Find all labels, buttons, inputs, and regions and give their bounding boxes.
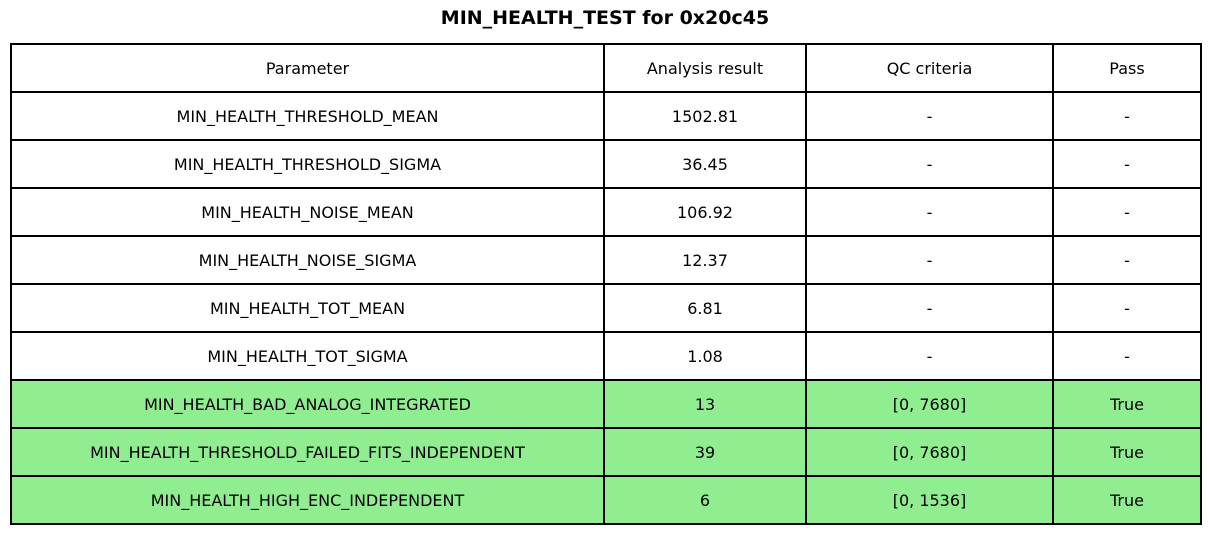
result-cell: 36.45	[603, 139, 807, 189]
table-row: MIN_HEALTH_NOISE_MEAN 106.92- -	[10, 187, 1202, 237]
table-row: MIN_HEALTH_THRESHOLD_FAILED_FITS_INDEPEN…	[10, 427, 1202, 477]
parameter-cell: MIN_HEALTH_THRESHOLD_FAILED_FITS_INDEPEN…	[10, 427, 605, 477]
table-row: MIN_HEALTH_THRESHOLD_MEAN 1502.81- -	[10, 91, 1202, 141]
column-header-analysis-result: Analysis result	[603, 43, 807, 93]
result-cell: 12.37	[603, 235, 807, 285]
table-row: MIN_HEALTH_TOT_SIGMA 1.08- -	[10, 331, 1202, 381]
parameter-cell: MIN_HEALTH_HIGH_ENC_INDEPENDENT	[10, 475, 605, 525]
qc-criteria-cell: [0, 1536]	[805, 475, 1054, 525]
pass-cell: True	[1052, 379, 1202, 429]
table-row: MIN_HEALTH_BAD_ANALOG_INTEGRATED 13 [0, 76…	[10, 379, 1202, 429]
result-cell: 106.92	[603, 187, 807, 237]
pass-cell: -	[1052, 283, 1202, 333]
pass-cell: True	[1052, 475, 1202, 525]
page-title: MIN_HEALTH_TEST for 0x20c45	[440, 7, 770, 29]
pass-cell: True	[1052, 427, 1202, 477]
qc-criteria-cell: -	[805, 331, 1054, 381]
result-cell: 13	[603, 379, 807, 429]
qc-criteria-cell: -	[805, 139, 1054, 189]
qc-criteria-cell: -	[805, 91, 1054, 141]
qc-criteria-cell: [0, 7680]	[805, 427, 1054, 477]
qc-results-table: Parameter Analysis result QC criteria Pa…	[10, 43, 1202, 525]
pass-cell: -	[1052, 187, 1202, 237]
parameter-cell: MIN_HEALTH_NOISE_MEAN	[10, 187, 605, 237]
parameter-cell: MIN_HEALTH_TOT_MEAN	[10, 283, 605, 333]
result-cell: 39	[603, 427, 807, 477]
table-body: MIN_HEALTH_THRESHOLD_MEAN 1502.81- - MIN_HE…	[10, 91, 1202, 525]
pass-cell: -	[1052, 139, 1202, 189]
column-header-qc-criteria: QC criteria	[805, 43, 1054, 93]
parameter-cell: MIN_HEALTH_BAD_ANALOG_INTEGRATED	[10, 379, 605, 429]
qc-criteria-cell: [0, 7680]	[805, 379, 1054, 429]
parameter-cell: MIN_HEALTH_TOT_SIGMA	[10, 331, 605, 381]
column-header-parameter: Parameter	[10, 43, 605, 93]
table-row: MIN_HEALTH_THRESHOLD_SIGMA 36.45- -	[10, 139, 1202, 189]
result-cell: 1502.81	[603, 91, 807, 141]
qc-criteria-cell: -	[805, 187, 1054, 237]
qc-criteria-cell: -	[805, 283, 1054, 333]
pass-cell: -	[1052, 91, 1202, 141]
pass-cell: -	[1052, 235, 1202, 285]
result-cell: 6.81	[603, 283, 807, 333]
pass-cell: -	[1052, 331, 1202, 381]
table-row: MIN_HEALTH_NOISE_SIGMA 12.37- -	[10, 235, 1202, 285]
qc-criteria-cell: -	[805, 235, 1054, 285]
parameter-cell: MIN_HEALTH_THRESHOLD_MEAN	[10, 91, 605, 141]
table-row: MIN_HEALTH_HIGH_ENC_INDEPENDENT 6 [0, 1536…	[10, 475, 1202, 525]
result-cell: 6	[603, 475, 807, 525]
parameter-cell: MIN_HEALTH_THRESHOLD_SIGMA	[10, 139, 605, 189]
result-cell: 1.08	[603, 331, 807, 381]
parameter-cell: MIN_HEALTH_NOISE_SIGMA	[10, 235, 605, 285]
table-header-row: Parameter Analysis result QC criteria Pa…	[10, 43, 1202, 93]
table-row: MIN_HEALTH_TOT_MEAN 6.81- -	[10, 283, 1202, 333]
column-header-pass: Pass	[1052, 43, 1202, 93]
